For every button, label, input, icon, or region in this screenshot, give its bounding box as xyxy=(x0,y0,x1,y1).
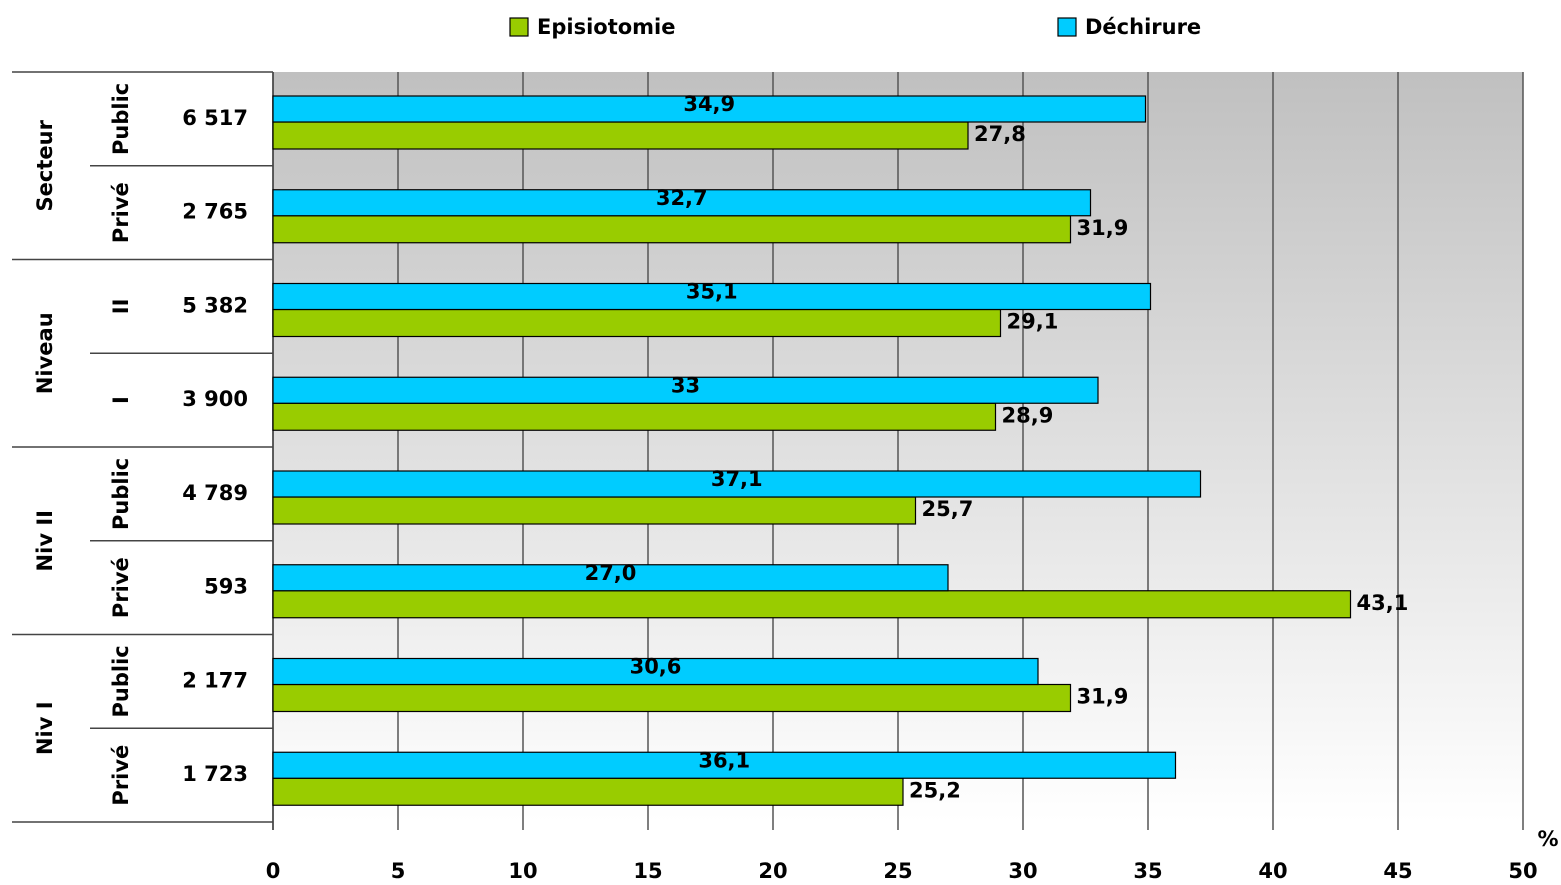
count-label: 6 517 xyxy=(182,106,248,130)
category-label: Public xyxy=(109,83,133,155)
group-label: Niveau xyxy=(33,312,57,394)
value-label: 35,1 xyxy=(686,280,738,304)
category-label: Privé xyxy=(109,745,133,806)
bar xyxy=(272,657,1039,686)
bar xyxy=(272,751,1177,779)
bar xyxy=(272,121,969,150)
bar xyxy=(272,376,1099,404)
count-label: 1 723 xyxy=(182,762,248,786)
legend-swatch xyxy=(1057,17,1077,37)
x-tick-label: 25 xyxy=(883,859,912,883)
x-tick-label: 5 xyxy=(391,859,406,883)
legend-swatch xyxy=(509,17,529,37)
x-tick-label: 0 xyxy=(266,859,281,883)
value-label: 43,1 xyxy=(1357,591,1409,615)
value-label: 29,1 xyxy=(1007,310,1059,334)
value-label: 31,9 xyxy=(1077,685,1129,709)
value-label: 30,6 xyxy=(630,655,682,679)
value-label: 28,9 xyxy=(1002,403,1054,427)
category-label: Privé xyxy=(109,557,133,618)
count-label: 5 382 xyxy=(182,293,248,317)
x-axis-label: % xyxy=(1537,827,1558,851)
count-label: 593 xyxy=(204,575,248,599)
count-label: 4 789 xyxy=(182,481,248,505)
group-label: Secteur xyxy=(33,119,57,211)
value-label: 36,1 xyxy=(698,748,750,772)
group-label: Niv II xyxy=(33,510,57,571)
value-label: 27,8 xyxy=(974,122,1026,146)
count-label: 2 765 xyxy=(182,200,248,224)
category-label: II xyxy=(109,299,133,315)
bar xyxy=(272,564,949,592)
legend-label: Episiotomie xyxy=(537,15,676,39)
group-label: Niv I xyxy=(33,701,57,755)
bar xyxy=(272,402,997,431)
bar xyxy=(272,496,917,525)
category-label: I xyxy=(109,396,133,404)
bar xyxy=(272,215,1072,244)
category-label: Public xyxy=(109,458,133,530)
value-label: 33 xyxy=(671,373,700,397)
bar xyxy=(272,590,1352,619)
x-tick-label: 30 xyxy=(1008,859,1037,883)
value-label: 34,9 xyxy=(683,92,735,116)
value-label: 25,7 xyxy=(922,497,974,521)
bar xyxy=(272,777,904,806)
legend-label: Déchirure xyxy=(1085,15,1201,39)
value-label: 31,9 xyxy=(1077,216,1129,240)
x-tick-label: 15 xyxy=(633,859,662,883)
value-label: 27,0 xyxy=(585,561,637,585)
bar xyxy=(272,470,1202,498)
bar xyxy=(272,308,1002,338)
bar xyxy=(272,282,1152,311)
bar xyxy=(272,683,1072,713)
bar xyxy=(272,189,1092,217)
value-label: 25,2 xyxy=(909,778,961,802)
x-tick-label: 50 xyxy=(1508,859,1537,883)
x-tick-label: 45 xyxy=(1383,859,1412,883)
category-label: Privé xyxy=(109,182,133,243)
value-label: 32,7 xyxy=(656,186,708,210)
x-tick-label: 20 xyxy=(758,859,787,883)
x-tick-label: 40 xyxy=(1258,859,1287,883)
x-tick-label: 35 xyxy=(1133,859,1162,883)
category-label: Public xyxy=(109,645,133,717)
bar xyxy=(272,95,1147,123)
value-label: 37,1 xyxy=(711,467,763,491)
count-label: 2 177 xyxy=(182,668,248,692)
count-label: 3 900 xyxy=(182,387,248,411)
x-tick-label: 10 xyxy=(508,859,537,883)
